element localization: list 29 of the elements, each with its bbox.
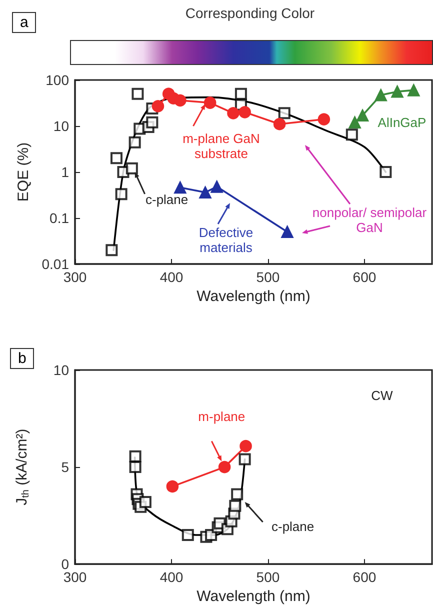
y-tick-label: 10	[53, 118, 70, 134]
x-tick-label: 300	[63, 269, 87, 285]
x-tick-label: 500	[256, 269, 280, 285]
x-tick-label: 400	[160, 269, 184, 285]
y-tick-label: 100	[46, 72, 70, 88]
y-tick-label: 1	[61, 164, 70, 180]
x-axis-title: Wavelength (nm)	[196, 288, 310, 305]
x-tick-label: 400	[160, 569, 184, 586]
y-axis-title: Jth (kA/cm²)	[14, 428, 32, 506]
annotation: c-plane	[144, 192, 190, 207]
text: Corresponding Color	[184, 5, 316, 21]
x-tick-label: 600	[352, 269, 376, 285]
annotation: Defective materials	[198, 225, 254, 255]
annotation: m-plane	[197, 409, 246, 424]
text: a	[12, 12, 36, 33]
annotation: AlInGaP	[376, 115, 428, 130]
annotation: m-plane GaN substrate	[182, 131, 261, 162]
y-axis-title: EQE (%)	[14, 142, 32, 202]
y-tick-label: 0.01	[42, 256, 70, 272]
y-tick-label: 5	[61, 459, 70, 476]
x-axis-title: Wavelength (nm)	[196, 588, 310, 605]
y-tick-label: 0.1	[50, 210, 70, 226]
text: b	[10, 348, 34, 369]
annotation: CW	[370, 388, 394, 403]
annotation: c-plane	[270, 518, 316, 534]
y-tick-label: 10	[53, 362, 70, 378]
x-tick-label: 500	[256, 569, 280, 586]
annotation: nonpolar/ semipolar GaN	[312, 205, 427, 235]
x-tick-label: 600	[352, 569, 376, 586]
